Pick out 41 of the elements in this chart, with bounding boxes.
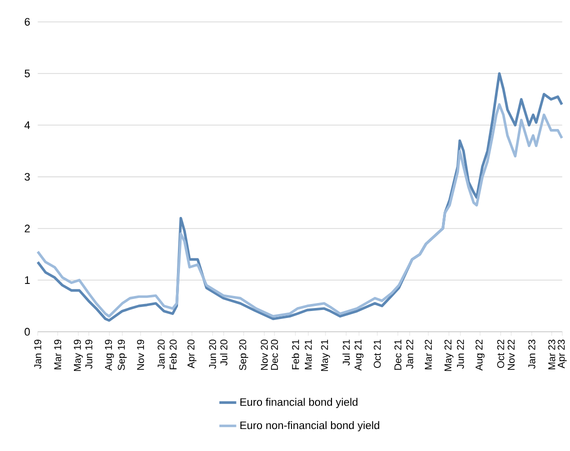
x-tick-label: Jan 23	[528, 340, 536, 369]
x-tick-label: Dec 21	[394, 340, 402, 370]
y-tick-label: 2	[24, 224, 30, 232]
x-tick-label: Aug 22	[476, 340, 485, 371]
x-tick-label: Nov 19	[137, 340, 144, 370]
y-tick-label: 5	[24, 70, 30, 78]
x-tick-label: Feb 21	[292, 340, 300, 370]
x-tick-label: Mar 21	[304, 340, 312, 370]
x-tick-label: May 22	[444, 340, 454, 371]
x-tick-label: Mar 23	[548, 340, 556, 370]
x-tick-label: Sep 20	[239, 340, 248, 370]
x-tick-label: Sep 19	[118, 340, 127, 370]
x-tick-label: Aug 19	[104, 340, 114, 371]
legend-label: Euro financial bond yield	[240, 398, 358, 408]
x-tick-label: Jan 19	[34, 340, 42, 369]
y-tick-label: 4	[24, 121, 30, 129]
x-tick-label: Jan 20	[158, 340, 165, 369]
x-tick-label: May 19	[74, 340, 83, 371]
x-tick-label: Mar 22	[424, 340, 432, 370]
x-tick-label: Jun 20	[209, 340, 216, 369]
x-tick-label: Feb 20	[169, 340, 177, 370]
y-tick-label: 3	[24, 172, 30, 181]
x-tick-label: Jul 21	[342, 340, 350, 366]
x-tick-label: Apr 23	[558, 340, 567, 368]
x-tick-label: Apr 20	[187, 340, 196, 368]
x-tick-label: Oct 22	[497, 340, 504, 368]
x-tick-label: Nov 22	[508, 340, 515, 370]
x-tick-label: Jan 22	[406, 340, 414, 369]
y-tick-label: 0	[24, 328, 30, 336]
x-tick-label: Jun 22	[456, 340, 464, 369]
x-tick-label: Jul 20	[220, 340, 228, 366]
x-tick-label: Jun 19	[85, 340, 92, 369]
x-tick-label: Dec 20	[270, 340, 278, 370]
x-tick-label: May 21	[321, 340, 330, 371]
x-tick-label: Oct 21	[374, 340, 381, 368]
x-tick-label: Mar 19	[54, 340, 62, 370]
x-tick-label: Nov 20	[260, 340, 268, 370]
y-tick-label: 6	[24, 18, 30, 26]
y-tick-label: 1	[25, 276, 30, 284]
x-tick-label: Aug 21	[354, 340, 364, 371]
legend-label: Euro non-financial bond yield	[240, 421, 380, 432]
